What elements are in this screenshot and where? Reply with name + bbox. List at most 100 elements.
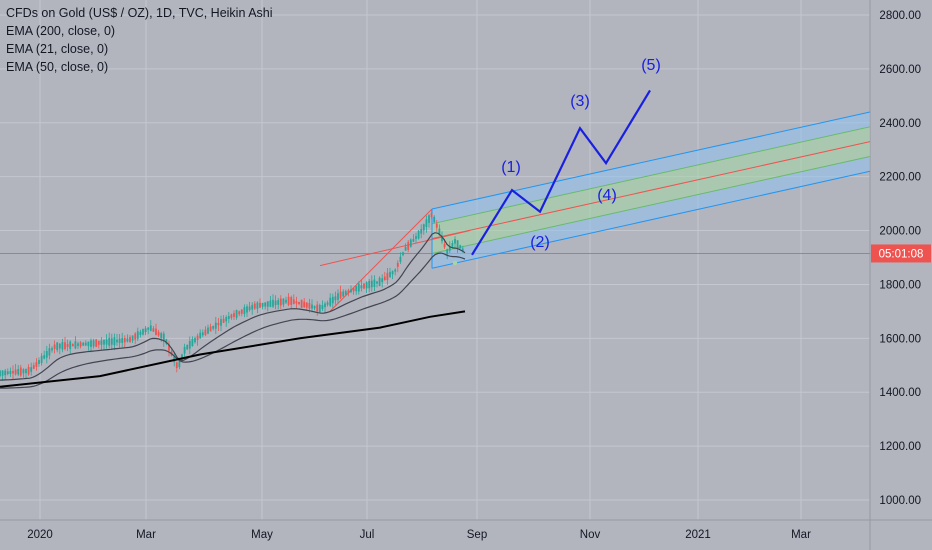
candle-body — [256, 302, 259, 309]
y-tick-label: 2600.00 — [879, 64, 921, 76]
indicator-ema21[interactable]: EMA (21, close, 0) — [6, 42, 109, 56]
candle-body — [51, 348, 53, 351]
candle-body — [399, 256, 402, 262]
candle-body — [139, 331, 142, 335]
candle-body — [240, 309, 243, 314]
candle-body — [136, 331, 139, 339]
wave-label: (5) — [641, 57, 661, 74]
candle-body — [420, 229, 423, 234]
candle-body — [121, 338, 124, 343]
candle-body — [277, 300, 280, 305]
y-tick-label: 1200.00 — [879, 441, 921, 453]
candle-body — [261, 302, 264, 307]
candle-body — [186, 344, 189, 350]
y-tick-label: 2800.00 — [879, 10, 921, 22]
candle-body — [321, 305, 324, 310]
candle-body — [285, 299, 287, 303]
candle-body — [253, 303, 256, 309]
wave-label: (3) — [570, 93, 590, 110]
candle-body — [12, 370, 14, 374]
candle-body — [251, 304, 254, 310]
candle-body — [378, 277, 381, 286]
candle-body — [355, 286, 358, 292]
candle-body — [230, 314, 233, 318]
candle-body — [123, 338, 126, 343]
elliott-wave-path — [471, 89, 651, 256]
candle-body — [212, 325, 215, 329]
pitchfork-arm — [329, 208, 433, 312]
candle-body — [77, 343, 79, 346]
legend: CFDs on Gold (US$ / OZ), 1D, TVC, Heikin… — [6, 4, 273, 76]
candle-body — [17, 369, 20, 375]
candle-body — [339, 291, 342, 299]
candle-body — [152, 328, 155, 332]
candle-body — [409, 239, 412, 247]
candle-body — [178, 361, 181, 368]
candle-body — [368, 280, 371, 289]
candle-body — [454, 239, 456, 244]
candle-body — [142, 329, 144, 335]
candle-body — [149, 325, 152, 331]
candle-body — [282, 298, 285, 305]
wave-label: (1) — [501, 159, 521, 176]
candle-body — [9, 370, 12, 374]
ema50-line — [0, 252, 466, 389]
candle-body — [287, 296, 290, 305]
ema21-line — [0, 232, 466, 381]
candle-body — [53, 344, 56, 350]
candle-body — [360, 285, 363, 289]
indicator-ema50[interactable]: EMA (50, close, 0) — [6, 60, 109, 74]
candle-body — [357, 283, 360, 292]
instrument-title[interactable]: CFDs on Gold (US$ / OZ), 1D, TVC, Heikin… — [6, 6, 273, 20]
candle-body — [43, 355, 46, 359]
candle-body — [131, 335, 134, 341]
candle-body — [113, 337, 116, 346]
candle-body — [243, 307, 246, 315]
indicator-ema200[interactable]: EMA (200, close, 0) — [6, 24, 116, 38]
candle-body — [22, 369, 25, 374]
x-tick-label: Sep — [467, 529, 487, 541]
candle-body — [435, 223, 438, 228]
candle-body — [30, 367, 33, 372]
candle-body — [274, 300, 277, 306]
candle-body — [407, 242, 410, 250]
candle-body — [344, 291, 347, 295]
candle-body — [417, 230, 420, 239]
candle-body — [147, 327, 150, 330]
candle-body — [14, 369, 17, 375]
candle-body — [459, 245, 462, 249]
candle-body — [35, 362, 38, 367]
candle-body — [438, 228, 441, 236]
candle-body — [74, 341, 77, 349]
candle-body — [162, 333, 165, 342]
candle-body — [27, 367, 30, 375]
y-tick-label: 1000.00 — [879, 495, 921, 507]
candle-body — [290, 297, 293, 305]
candle-body — [389, 271, 391, 278]
candle-body — [292, 299, 295, 304]
candle-body — [342, 291, 345, 297]
channel-band-upper — [432, 112, 870, 224]
candle-body — [66, 343, 69, 347]
candle-body — [456, 240, 459, 248]
candle-body — [82, 342, 85, 346]
candle-body — [422, 224, 425, 231]
candle-body — [259, 302, 261, 308]
candle-body — [144, 328, 147, 333]
candle-body — [116, 339, 118, 343]
candle-body — [175, 362, 178, 369]
candle-body — [225, 316, 228, 322]
candle-body — [160, 333, 163, 339]
y-tick-label: 1600.00 — [879, 333, 921, 345]
candle-body — [108, 337, 111, 346]
candle-body — [376, 281, 378, 284]
candle-body — [64, 342, 66, 350]
candle-body — [396, 262, 399, 267]
candle-body — [383, 276, 386, 281]
candle-body — [95, 339, 98, 347]
candle-body — [300, 299, 303, 308]
pitchfork-handle — [319, 230, 471, 267]
